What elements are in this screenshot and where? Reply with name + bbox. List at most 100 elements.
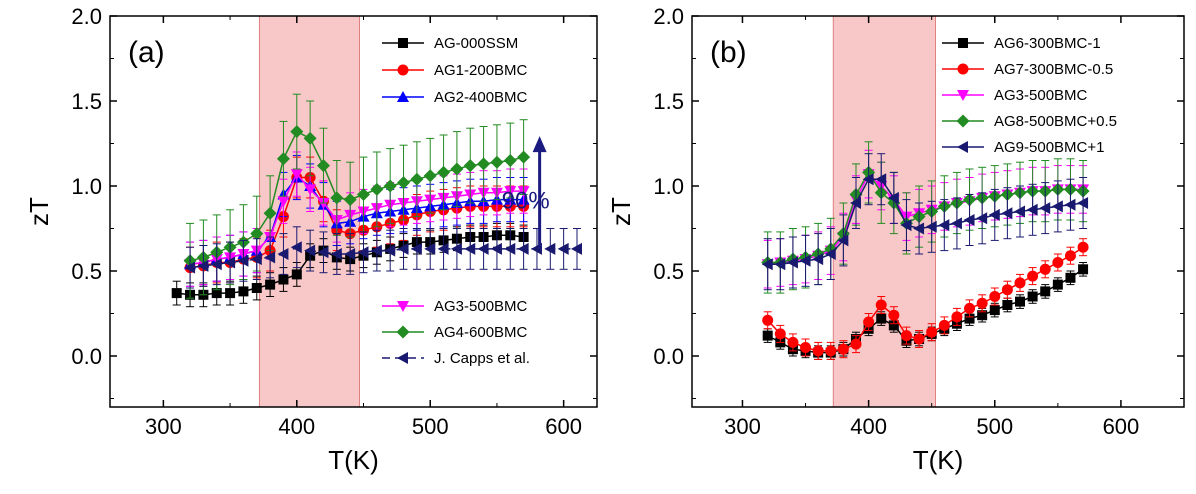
data-point [317, 246, 329, 259]
data-point [926, 326, 938, 338]
data-point [477, 242, 489, 255]
data-point [343, 193, 357, 207]
series-ag4-600bmc [183, 93, 531, 299]
y-tick-label: 0.0 [653, 344, 684, 369]
data-point [397, 242, 409, 255]
data-point [290, 125, 304, 139]
data-point [976, 212, 988, 225]
data-point [344, 248, 356, 260]
data-point [774, 258, 786, 271]
x-tick-label: 400 [850, 414, 887, 439]
legend-label: AG9-500BMC+1 [994, 139, 1104, 156]
data-point [812, 253, 824, 266]
legend-entry-ag3-500bmc: AG3-500BMC [942, 87, 1088, 104]
panel-label: (a) [128, 36, 165, 69]
legend-marker [398, 38, 408, 48]
data-point [964, 302, 976, 314]
data-point [837, 343, 849, 355]
data-point [251, 283, 262, 293]
x-tick-label: 400 [278, 414, 315, 439]
data-point [1027, 291, 1038, 302]
data-point [264, 251, 276, 264]
data-point [211, 288, 222, 299]
legend-entry-ag-000ssm: AG-000SSM [382, 35, 518, 52]
data-point [437, 165, 451, 179]
legend-entry-ag3-500bmc: AG3-500BMC [382, 298, 528, 315]
data-point [786, 256, 798, 269]
series-ag9-500bmc-1 [761, 153, 1089, 291]
data-point [450, 242, 462, 255]
legend-marker [957, 141, 968, 153]
data-point [237, 254, 249, 267]
data-point [517, 150, 531, 164]
data-point [225, 288, 236, 299]
legend-entry-ag4-600bmc: AG4-600BMC [382, 324, 528, 341]
series-j-capps-et-al [184, 226, 582, 289]
data-point [276, 152, 290, 166]
legend-label: AG2-400BMC [434, 89, 528, 106]
data-point [357, 188, 371, 201]
data-point [951, 311, 963, 323]
data-point [250, 253, 262, 266]
data-point [197, 259, 209, 272]
data-point [888, 309, 900, 321]
legend-top-right: AG-000SSM AG1-200BMC AG2-400BMC [382, 35, 528, 106]
data-point [224, 256, 236, 269]
data-point [357, 246, 369, 259]
legend-label: J. Capps et al. [434, 350, 530, 367]
data-point [171, 288, 182, 299]
x-tick-label: 500 [976, 414, 1013, 439]
data-point [963, 214, 975, 226]
data-point [1064, 198, 1076, 211]
data-point [517, 242, 529, 255]
data-point [799, 254, 811, 267]
y-tick-label: 0.0 [71, 344, 102, 369]
data-point [938, 319, 950, 331]
y-axis-label: zT [24, 197, 54, 226]
legend-label: AG1-200BMC [434, 62, 528, 79]
data-point [1015, 296, 1025, 307]
data-point [762, 330, 773, 341]
legend-entry-j-capps-et-al: J. Capps et al. [382, 350, 530, 367]
data-point [824, 248, 836, 260]
data-point [787, 336, 799, 348]
data-point [397, 176, 411, 190]
legend-top-right: AG6-300BMC-1 AG7-300BMC-0.5 AG3-500BMC AG8-… [942, 35, 1117, 156]
data-point [370, 182, 384, 196]
data-point [938, 219, 950, 232]
data-point [774, 328, 786, 340]
data-point [1027, 270, 1039, 282]
data-point [463, 159, 477, 173]
legend-entry-ag2-400bmc: AG2-400BMC [382, 89, 528, 106]
data-point [1039, 202, 1051, 215]
legend-label: AG4-600BMC [434, 324, 528, 341]
data-point [184, 261, 196, 274]
data-point [875, 299, 887, 311]
data-point [989, 291, 1001, 302]
y-axis-label: zT [606, 197, 636, 226]
data-point [1052, 257, 1064, 268]
data-point [384, 244, 396, 257]
y-tick-label: 1.5 [71, 89, 102, 114]
data-point [263, 206, 277, 220]
data-point [976, 297, 988, 309]
data-point [570, 242, 582, 255]
data-point [1002, 300, 1013, 310]
y-tick-label: 2.0 [653, 4, 684, 29]
data-point [888, 320, 899, 331]
panel-a: 90% 300 400 500 600 0.0 0.5 1.0 1.5 2.0 T(K) zT (a) A… [24, 4, 598, 475]
data-point [1026, 203, 1038, 216]
data-point [1078, 264, 1089, 275]
legend-label: AG3-500BMC [994, 87, 1088, 104]
data-point [950, 217, 962, 230]
legend-label: AG7-300BMC-0.5 [994, 61, 1113, 78]
legend-marker [396, 325, 410, 339]
data-point [761, 258, 773, 271]
data-point [925, 220, 937, 233]
legend-marker [397, 64, 409, 76]
data-point [437, 242, 449, 255]
data-point [1014, 277, 1026, 289]
data-point [278, 274, 289, 285]
legend-bottom-right: AG3-500BMC AG4-600BMC J. Capps et al. [382, 298, 530, 367]
legend-marker [397, 352, 408, 364]
